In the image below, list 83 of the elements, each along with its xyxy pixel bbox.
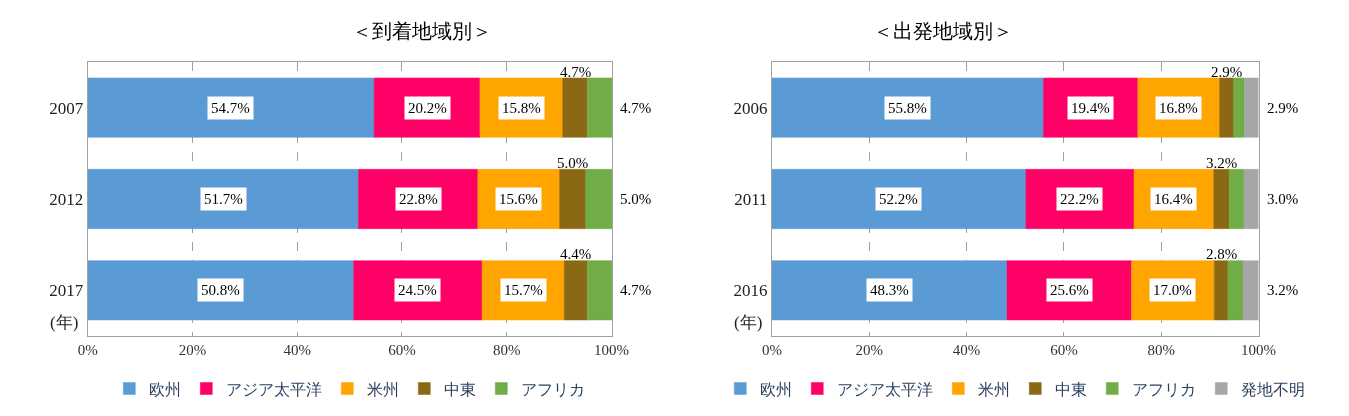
data-label: 51.7% — [204, 191, 243, 207]
y-tick-label: 2012 — [49, 189, 84, 209]
bar — [559, 169, 587, 229]
x-tick-label: 20% — [855, 342, 884, 358]
y-axis-title: (年) — [734, 313, 763, 332]
bar — [771, 77, 1044, 138]
bar — [1213, 169, 1230, 229]
x-tick-label: 40% — [952, 342, 981, 358]
x-tick-label: 40% — [283, 342, 311, 358]
data-label: 20.2% — [408, 100, 447, 116]
x-tick-label: 60% — [388, 342, 416, 358]
bar — [1006, 260, 1132, 321]
data-label: 5.0% — [620, 191, 652, 207]
data-label: 5.0% — [557, 155, 589, 171]
y-tick-label: 2016 — [733, 281, 768, 301]
x-tick-label: 0% — [761, 342, 782, 358]
data-label: 24.5% — [398, 282, 437, 298]
data-label: 55.8% — [888, 100, 927, 116]
data-label: 15.7% — [504, 282, 543, 298]
legend-label: アフリカ — [1132, 380, 1197, 398]
legend-label: 中東 — [1055, 380, 1088, 398]
data-label: 4.4% — [560, 246, 592, 262]
bar — [585, 169, 612, 229]
data-label: 2.9% — [1267, 100, 1299, 116]
data-label: 3.2% — [1267, 282, 1299, 298]
data-label: 3.0% — [1267, 191, 1299, 207]
bar — [353, 260, 483, 321]
y-tick-label: 2007 — [49, 98, 84, 118]
data-label: 22.8% — [399, 191, 438, 207]
legend-label: アジア太平洋 — [837, 380, 934, 398]
data-label: 2.8% — [1206, 246, 1238, 262]
data-label: 4.7% — [560, 64, 592, 80]
data-label: 16.4% — [1154, 191, 1193, 207]
bar — [1229, 169, 1245, 229]
data-label: 48.3% — [870, 282, 909, 298]
data-label: 52.2% — [879, 191, 918, 207]
data-label: 2.9% — [1211, 64, 1243, 80]
legend-label: 米州 — [978, 380, 1011, 398]
x-tick-label: 60% — [1050, 342, 1078, 358]
data-label: 16.8% — [1159, 100, 1198, 116]
x-tick-label: 100% — [1241, 342, 1277, 358]
bar — [587, 260, 612, 321]
data-label: 19.4% — [1071, 100, 1110, 116]
bar — [1227, 260, 1244, 321]
y-tick-label: 2011 — [734, 189, 768, 209]
data-label: 25.6% — [1050, 282, 1089, 298]
data-label: 3.2% — [1206, 155, 1238, 171]
chart-title: ＜到着地域別＞ — [352, 20, 492, 42]
y-tick-label: 2017 — [49, 281, 84, 301]
bar — [87, 77, 375, 138]
bar — [87, 260, 354, 321]
legend-label: アジア太平洋 — [226, 380, 323, 398]
bar — [587, 77, 612, 138]
data-label: 17.0% — [1153, 282, 1192, 298]
data-label: 4.7% — [620, 282, 652, 298]
legend-label: アフリカ — [521, 380, 586, 398]
bar — [1233, 77, 1245, 138]
y-tick-label: 2006 — [733, 98, 768, 118]
data-label: 15.6% — [499, 191, 538, 207]
legend-label: 欧州 — [149, 380, 182, 398]
bar — [87, 169, 359, 229]
data-label: 15.8% — [502, 100, 541, 116]
x-tick-label: 80% — [1147, 342, 1175, 358]
bar — [562, 77, 588, 138]
data-label: 22.2% — [1060, 191, 1099, 207]
data-label: 54.7% — [211, 100, 250, 116]
legend-label: 中東 — [444, 380, 477, 398]
legend-label: 米州 — [367, 380, 400, 398]
x-tick-label: 100% — [593, 342, 629, 358]
bar — [564, 260, 588, 321]
bar — [1219, 77, 1234, 138]
legend-label: 発地不明 — [1241, 380, 1306, 398]
legend-label: 欧州 — [760, 380, 793, 398]
data-label: 4.7% — [620, 100, 652, 116]
bar — [771, 169, 1027, 229]
x-tick-label: 80% — [492, 342, 521, 358]
chart-title: ＜出発地域別＞ — [873, 20, 1013, 42]
bar — [1214, 260, 1229, 321]
y-axis-title: (年) — [50, 313, 79, 332]
data-label: 50.8% — [201, 282, 240, 298]
bar — [771, 260, 1008, 321]
x-tick-label: 20% — [178, 342, 207, 358]
x-tick-label: 0% — [77, 342, 98, 358]
